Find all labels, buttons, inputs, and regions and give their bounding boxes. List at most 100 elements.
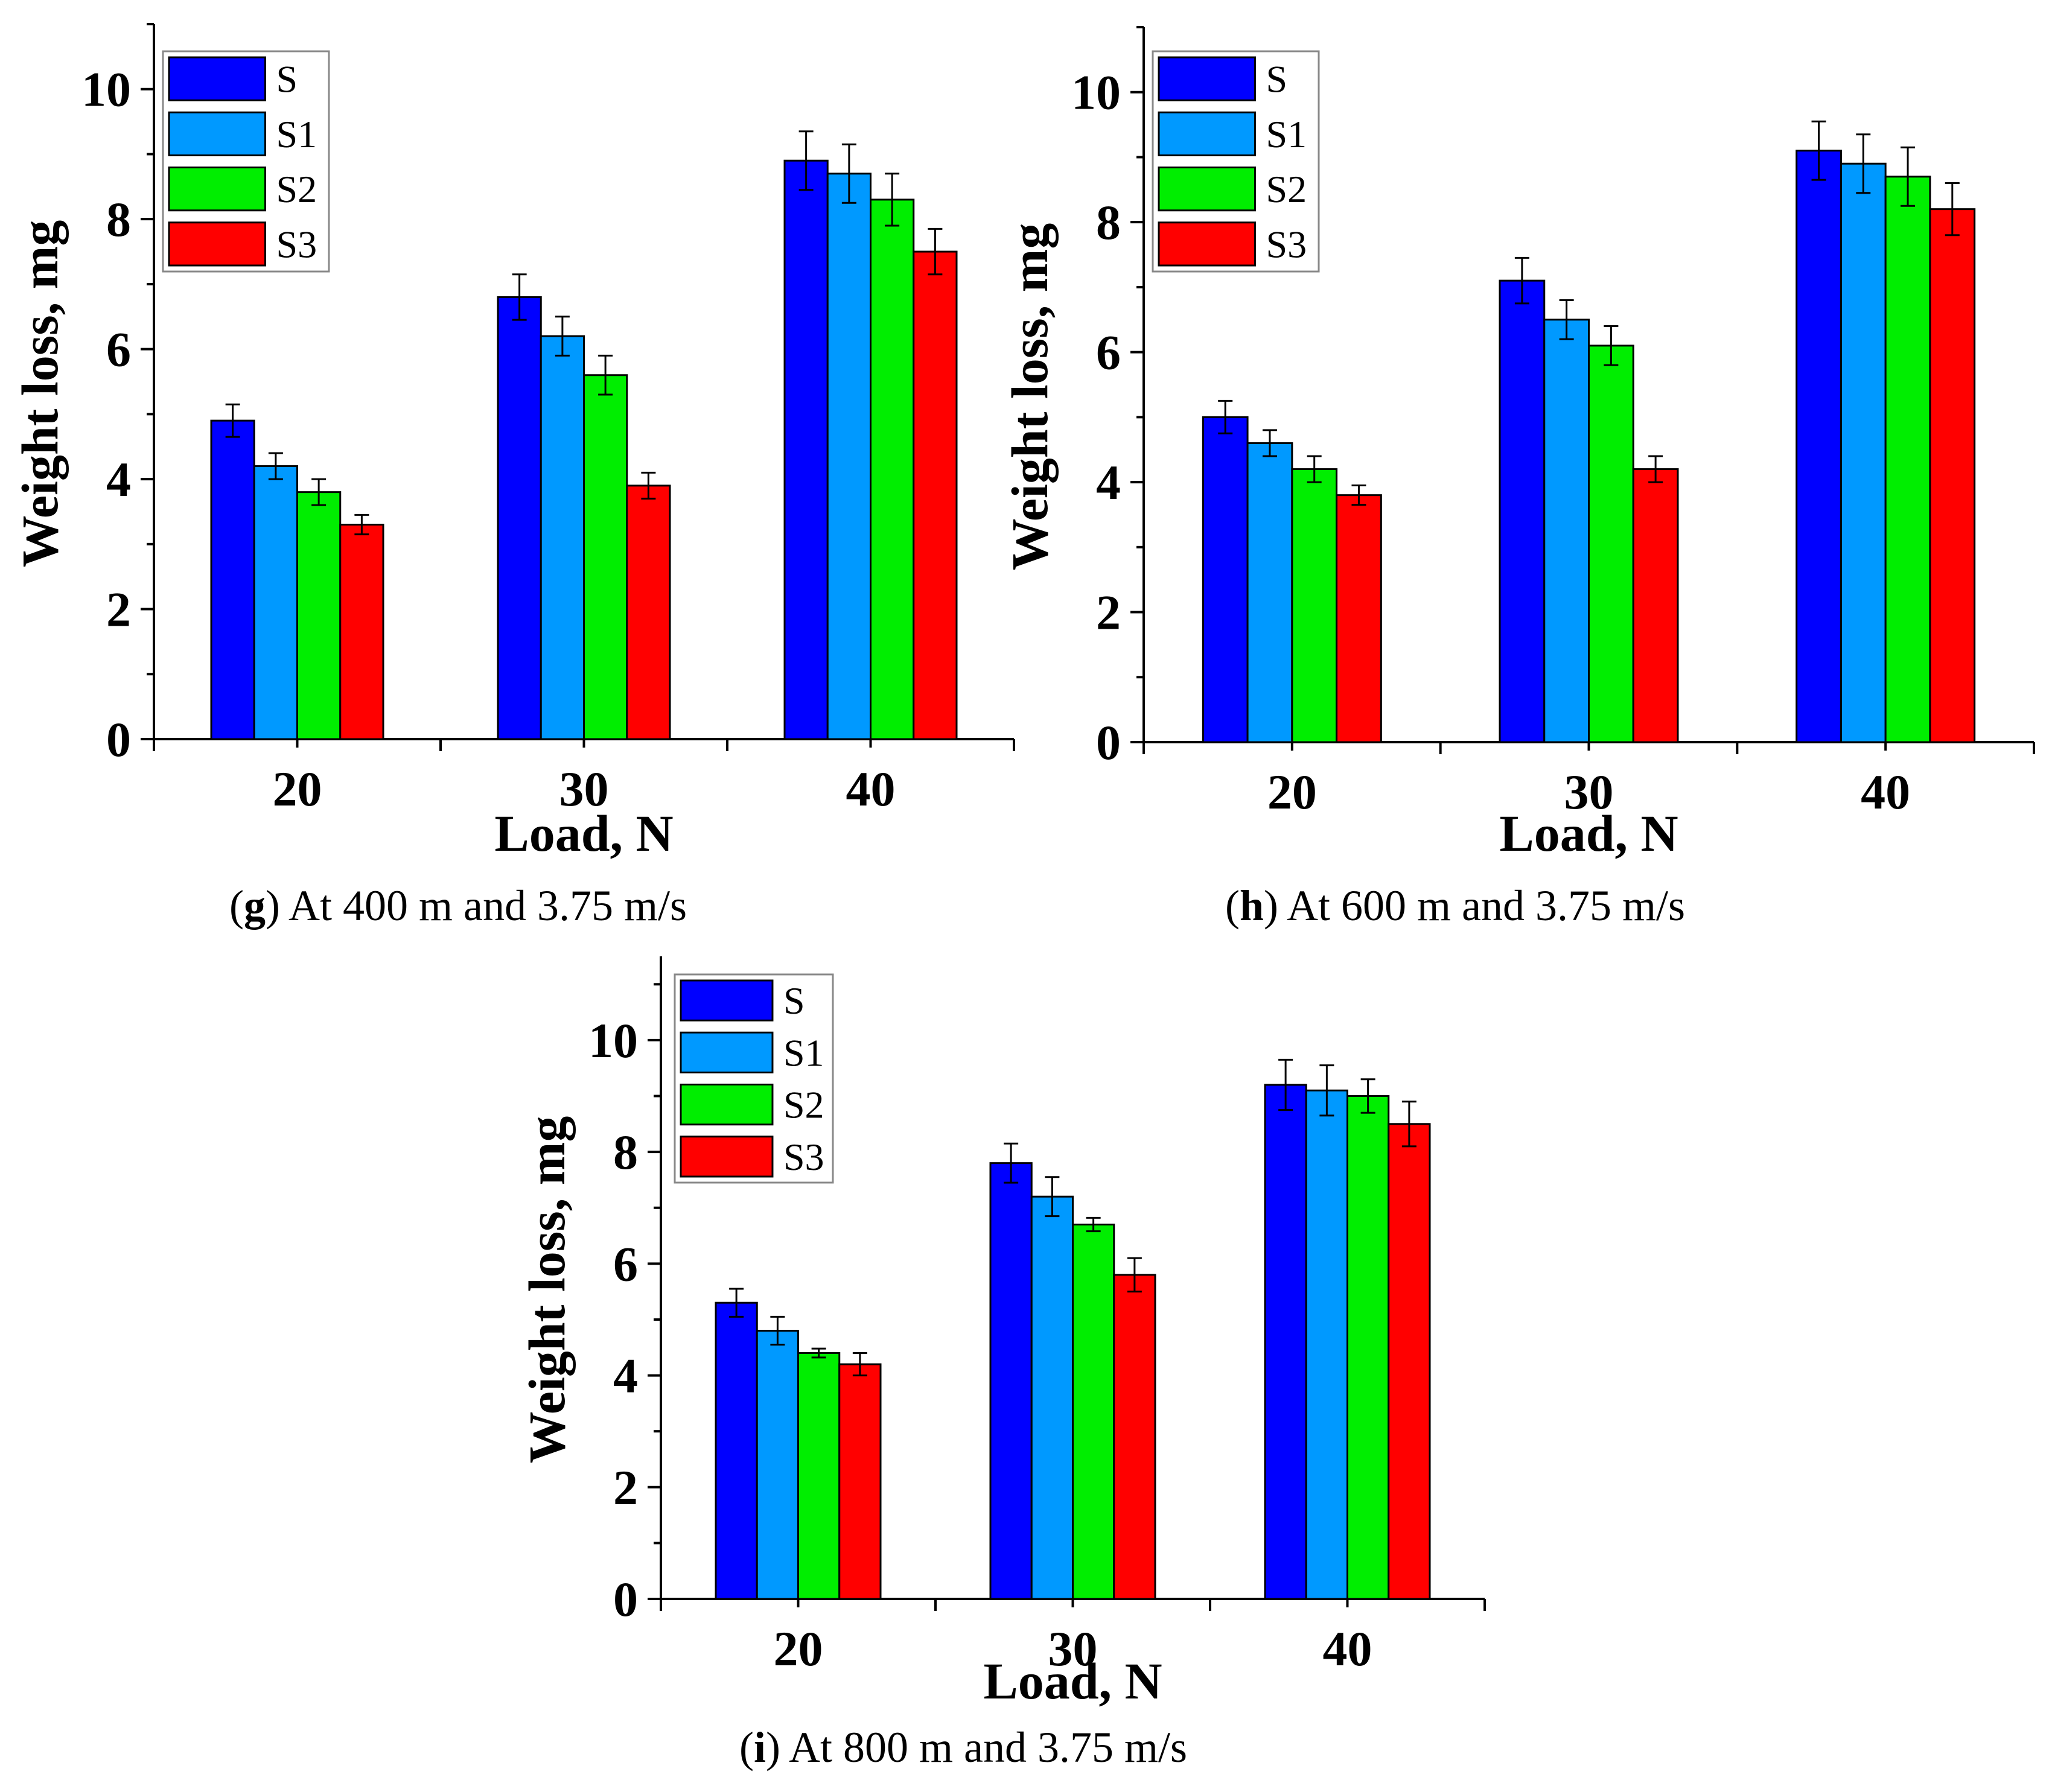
y-tick-label: 8	[106, 192, 131, 247]
x-tick-label: 20	[1267, 764, 1317, 819]
bar-s3	[626, 485, 671, 740]
y-tick-label: 6	[613, 1236, 638, 1291]
bar-s1	[253, 465, 298, 740]
y-tick-label: 0	[106, 712, 131, 767]
legend-swatch-s2	[1158, 167, 1256, 212]
y-tick-label: 2	[106, 582, 131, 637]
legend-label: S	[276, 58, 298, 101]
legend-label: S	[1266, 58, 1288, 101]
y-tick-label: 6	[106, 322, 131, 377]
x-tick-label: 40	[1861, 764, 1910, 819]
x-tick-label: 30	[1564, 764, 1614, 819]
legend-swatch-s3	[168, 221, 266, 267]
chart-panel-h: 0 2 4 6 8 10 20 30 40 Load, N Weight loss, mg S S1 S2…	[1001, 26, 2035, 930]
legend-swatch-s3	[1158, 221, 1256, 267]
bar-s1	[826, 173, 872, 740]
bar-s	[210, 419, 255, 740]
x-tick-label: 30	[559, 761, 609, 816]
panel-caption: (g) At 400 m and 3.75 m/s	[229, 882, 687, 930]
y-tick-label: 4	[106, 452, 131, 507]
chart-panel-i: 0 2 4 6 8 10 20 30 40 Load, N Weight loss, mg S S1 S2…	[518, 956, 1486, 1771]
x-tick-label: 30	[1048, 1621, 1098, 1676]
x-tick-label: 40	[1323, 1621, 1372, 1676]
bar-s1	[1305, 1089, 1348, 1600]
y-tick-label: 10	[1071, 65, 1121, 120]
bar-s3	[1929, 208, 1976, 743]
legend-label: S2	[1266, 168, 1307, 211]
legend-swatch-s2	[680, 1084, 774, 1126]
bar-s	[783, 159, 829, 740]
y-tick-label: 8	[1096, 195, 1121, 250]
y-axis-title: Weight loss, mg	[1001, 223, 1059, 571]
bar-s3	[1336, 494, 1382, 743]
bar-s1	[1840, 162, 1887, 743]
bar-s2	[296, 491, 342, 740]
bar-s	[1264, 1084, 1307, 1600]
y-tick-label: 10	[588, 1013, 638, 1068]
bar-s3	[339, 524, 384, 740]
bar-s2	[1884, 176, 1931, 743]
x-tick-label: 20	[774, 1621, 823, 1676]
x-tick-label: 20	[273, 761, 322, 816]
caption-text: ) At 600 m and 3.75 m/s	[1264, 882, 1685, 930]
x-axis-title: Load, N	[1499, 804, 1678, 862]
bar-s	[497, 296, 542, 740]
panel-caption: (h) At 600 m and 3.75 m/s	[1225, 882, 1685, 930]
bar-s3	[1388, 1123, 1431, 1600]
bar-s2	[1588, 345, 1634, 743]
legend-label: S3	[783, 1136, 824, 1178]
y-tick-label: 4	[1096, 455, 1121, 510]
chart-panel-g: 0 2 4 6 8 10 20 30 40 Load, N Weight loss, mg S S1 S2…	[11, 23, 1015, 930]
x-tick-label: 40	[846, 761, 896, 816]
legend-label: S1	[1266, 113, 1307, 156]
legend-swatch-s1	[680, 1031, 774, 1073]
legend-swatch-s	[680, 979, 774, 1022]
y-tick-label: 4	[613, 1349, 638, 1403]
y-tick-label: 10	[81, 62, 131, 117]
bar-s1	[540, 335, 585, 740]
bar-s	[1202, 416, 1249, 743]
legend-swatch-s	[1158, 56, 1256, 101]
legend-label: S2	[276, 168, 317, 211]
legend-label: S2	[783, 1084, 824, 1126]
bar-s	[1499, 279, 1546, 743]
y-tick-label: 2	[1096, 585, 1121, 640]
bar-s1	[1030, 1195, 1074, 1600]
y-tick-label: 0	[1096, 715, 1121, 770]
bar-s2	[870, 199, 915, 740]
bar-s1	[1246, 442, 1293, 743]
panel-caption: (i) At 800 m and 3.75 m/s	[739, 1723, 1187, 1771]
bar-s3	[1113, 1274, 1156, 1600]
bar-s1	[1543, 319, 1590, 743]
caption-text: ) At 800 m and 3.75 m/s	[766, 1723, 1187, 1771]
x-axis-title: Load, N	[494, 804, 673, 862]
y-tick-label: 2	[613, 1460, 638, 1515]
bar-s	[989, 1162, 1033, 1600]
y-tick-label: 8	[613, 1125, 638, 1180]
bar-s2	[1072, 1224, 1115, 1600]
bar-s2	[1291, 468, 1338, 743]
x-axis-title: Load, N	[983, 1652, 1162, 1710]
y-axis-title: Weight loss, mg	[11, 220, 69, 568]
legend-label: S3	[1266, 223, 1307, 265]
bar-s2	[1346, 1095, 1390, 1600]
caption-text: ) At 400 m and 3.75 m/s	[266, 882, 687, 930]
caption-letter: h	[1240, 882, 1264, 930]
bar-s1	[756, 1329, 799, 1600]
caption-letter: i	[754, 1723, 766, 1771]
bar-s	[1796, 150, 1842, 743]
legend-label: S	[783, 979, 805, 1022]
y-tick-label: 0	[613, 1572, 638, 1627]
legend-swatch-s	[168, 56, 266, 101]
legend-swatch-s2	[168, 167, 266, 212]
bar-s2	[583, 374, 628, 740]
legend-swatch-s1	[168, 111, 266, 156]
legend-swatch-s1	[1158, 111, 1256, 156]
legend-label: S3	[276, 223, 317, 265]
y-tick-label: 6	[1096, 325, 1121, 380]
bar-s3	[838, 1363, 882, 1600]
bar-s	[715, 1301, 758, 1600]
bar-s3	[913, 250, 958, 740]
y-axis-title: Weight loss, mg	[518, 1116, 576, 1464]
